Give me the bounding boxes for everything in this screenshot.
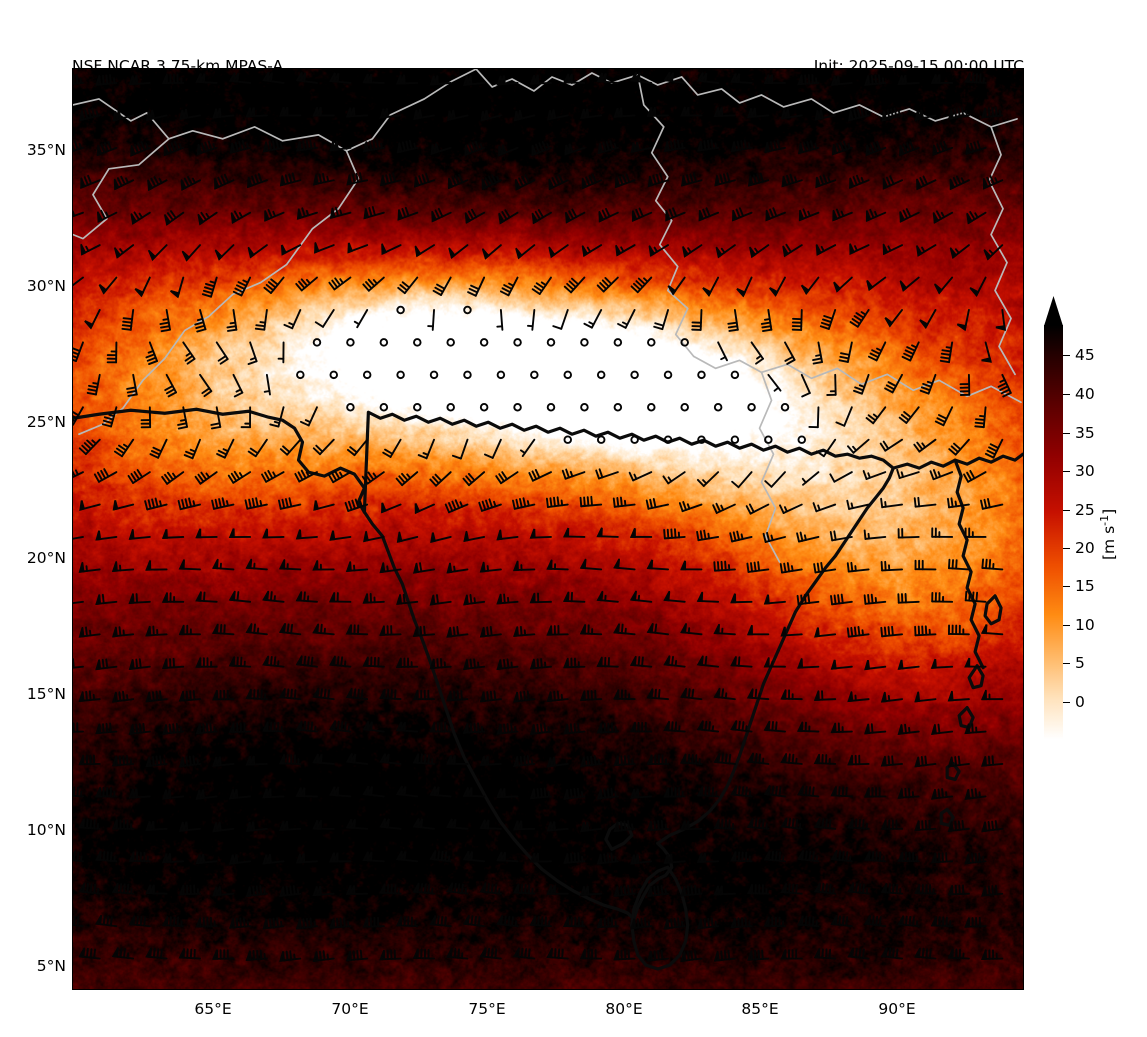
colorbar-tick-label-40: 40: [1075, 385, 1095, 403]
colorbar-unit-suffix: ]: [1100, 508, 1119, 515]
colorbar-tick-label-30: 30: [1075, 462, 1095, 480]
colorbar-over-arrow: [1044, 296, 1063, 326]
colorbar-tick-mark-15: [1063, 586, 1070, 588]
shear-colorbar[interactable]: [1044, 296, 1064, 766]
wind-shear-barbs-overlay: [73, 71, 1012, 963]
colorbar-tick-label-35: 35: [1075, 424, 1095, 442]
lat-tick-30: 30°N: [26, 277, 66, 295]
shear-heatmap-canvas: [73, 69, 1023, 989]
colorbar-tick-label-10: 10: [1075, 616, 1095, 634]
lat-tick-20: 20°N: [26, 549, 66, 567]
colorbar-tick-label-25: 25: [1075, 501, 1095, 519]
colorbar-unit-label: [m s-1]: [1098, 509, 1118, 560]
colorbar-tick-mark-30: [1063, 471, 1070, 473]
colorbar-tick-mark-5: [1063, 663, 1070, 665]
lat-tick-5: 5°N: [36, 957, 66, 975]
colorbar-tick-mark-10: [1063, 625, 1070, 627]
lon-tick-75: 75°E: [468, 1000, 506, 1018]
colorbar-tick-mark-45: [1063, 355, 1070, 357]
lat-tick-10: 10°N: [26, 821, 66, 839]
colorbar-tick-mark-40: [1063, 394, 1070, 396]
colorbar-tick-mark-20: [1063, 548, 1070, 550]
colorbar-unit-exponent: -1: [1098, 514, 1111, 526]
colorbar-tick-label-20: 20: [1075, 539, 1095, 557]
colorbar-tick-label-5: 5: [1075, 654, 1085, 672]
colorbar-unit-prefix: [m s: [1100, 525, 1119, 560]
lat-tick-25: 25°N: [26, 413, 66, 431]
lon-tick-90: 90°E: [878, 1000, 916, 1018]
map-plot-area[interactable]: [72, 68, 1024, 990]
colorbar-gradient: [1044, 325, 1063, 739]
colorbar-tick-mark-35: [1063, 433, 1070, 435]
lat-tick-15: 15°N: [26, 685, 66, 703]
colorbar-under-arrow: [1044, 739, 1063, 765]
lon-tick-85: 85°E: [741, 1000, 779, 1018]
colorbar-tick-mark-25: [1063, 510, 1070, 512]
lon-tick-70: 70°E: [331, 1000, 369, 1018]
lon-tick-65: 65°E: [194, 1000, 232, 1018]
coastlines-black: [73, 407, 1023, 971]
colorbar-tick-label-45: 45: [1075, 346, 1095, 364]
geography-overlay: [73, 69, 1023, 971]
colorbar-tick-label-15: 15: [1075, 577, 1095, 595]
colorbar-tick-mark-0: [1063, 702, 1070, 704]
colorbar-tick-label-0: 0: [1075, 693, 1085, 711]
lon-tick-80: 80°E: [605, 1000, 643, 1018]
barb-group: [73, 71, 1012, 963]
lat-tick-35: 35°N: [26, 141, 66, 159]
